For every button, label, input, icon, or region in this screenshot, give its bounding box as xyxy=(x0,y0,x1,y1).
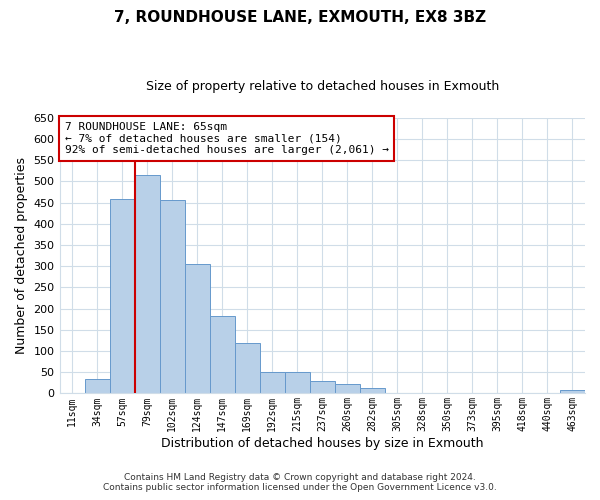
Bar xyxy=(209,316,235,394)
Bar xyxy=(260,372,285,394)
Text: 7, ROUNDHOUSE LANE, EXMOUTH, EX8 3BZ: 7, ROUNDHOUSE LANE, EXMOUTH, EX8 3BZ xyxy=(114,10,486,25)
Bar xyxy=(235,343,260,394)
X-axis label: Distribution of detached houses by size in Exmouth: Distribution of detached houses by size … xyxy=(161,437,484,450)
Bar xyxy=(310,381,335,394)
Bar xyxy=(134,175,160,394)
Bar xyxy=(110,199,134,394)
Text: Contains HM Land Registry data © Crown copyright and database right 2024.
Contai: Contains HM Land Registry data © Crown c… xyxy=(103,473,497,492)
Bar xyxy=(335,384,360,394)
Title: Size of property relative to detached houses in Exmouth: Size of property relative to detached ho… xyxy=(146,80,499,93)
Text: 7 ROUNDHOUSE LANE: 65sqm
← 7% of detached houses are smaller (154)
92% of semi-d: 7 ROUNDHOUSE LANE: 65sqm ← 7% of detache… xyxy=(65,122,389,155)
Bar xyxy=(160,200,185,394)
Bar xyxy=(560,390,585,394)
Bar xyxy=(85,378,110,394)
Y-axis label: Number of detached properties: Number of detached properties xyxy=(15,157,28,354)
Bar xyxy=(285,372,310,394)
Bar xyxy=(360,388,385,394)
Bar xyxy=(185,264,209,394)
